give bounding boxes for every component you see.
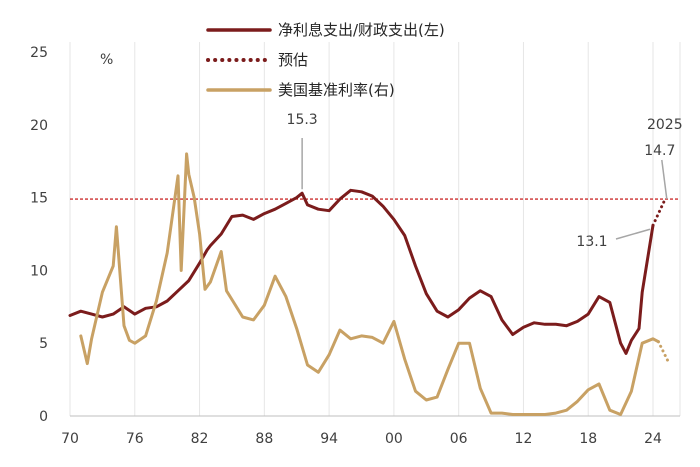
- legend-label-1: 预估: [278, 51, 308, 69]
- x-tick-label: 88: [255, 431, 273, 447]
- y-tick-label: 0: [39, 409, 48, 425]
- y-tick-label: 5: [39, 336, 48, 352]
- x-tick-label: 24: [644, 431, 662, 447]
- x-tick-label: 82: [191, 431, 209, 447]
- unit-label: %: [100, 52, 113, 68]
- legend-label-2: 美国基准利率(右): [278, 81, 395, 99]
- series-group: [68, 152, 671, 416]
- series-line-1: [651, 200, 666, 227]
- series-line-3: [656, 340, 671, 366]
- x-tick-label: 76: [126, 431, 144, 447]
- annotation-forecast-value: 14.7: [644, 143, 675, 159]
- x-axis-ticks: 70 76 82 88 94 00 06 12 18 24: [61, 431, 662, 447]
- y-axis-ticks: 0 5 10 15 20 25: [30, 45, 48, 425]
- annotations: 15.3 2025 14.7 13.1: [287, 112, 683, 250]
- vertical-grid: [69, 42, 681, 416]
- annotation-leader-current: [615, 228, 651, 240]
- series-line-0: [68, 188, 655, 355]
- x-tick-label: 12: [515, 431, 533, 447]
- x-tick-label: 00: [385, 431, 403, 447]
- y-tick-label: 15: [30, 191, 48, 207]
- x-tick-label: 18: [579, 431, 597, 447]
- annotation-leader-forecast: [661, 159, 668, 200]
- x-tick-label: 94: [320, 431, 338, 447]
- series-line-2: [79, 152, 660, 416]
- y-tick-label: 25: [30, 45, 48, 61]
- annotation-current-value: 13.1: [576, 234, 607, 250]
- y-tick-label: 10: [30, 263, 48, 279]
- annotation-forecast-year: 2025: [647, 117, 683, 133]
- y-tick-label: 20: [30, 118, 48, 134]
- x-tick-label: 06: [450, 431, 468, 447]
- legend-label-0: 净利息支出/财政支出(左): [278, 21, 445, 39]
- annotation-peak-value: 15.3: [287, 112, 318, 128]
- x-tick-label: 70: [61, 431, 79, 447]
